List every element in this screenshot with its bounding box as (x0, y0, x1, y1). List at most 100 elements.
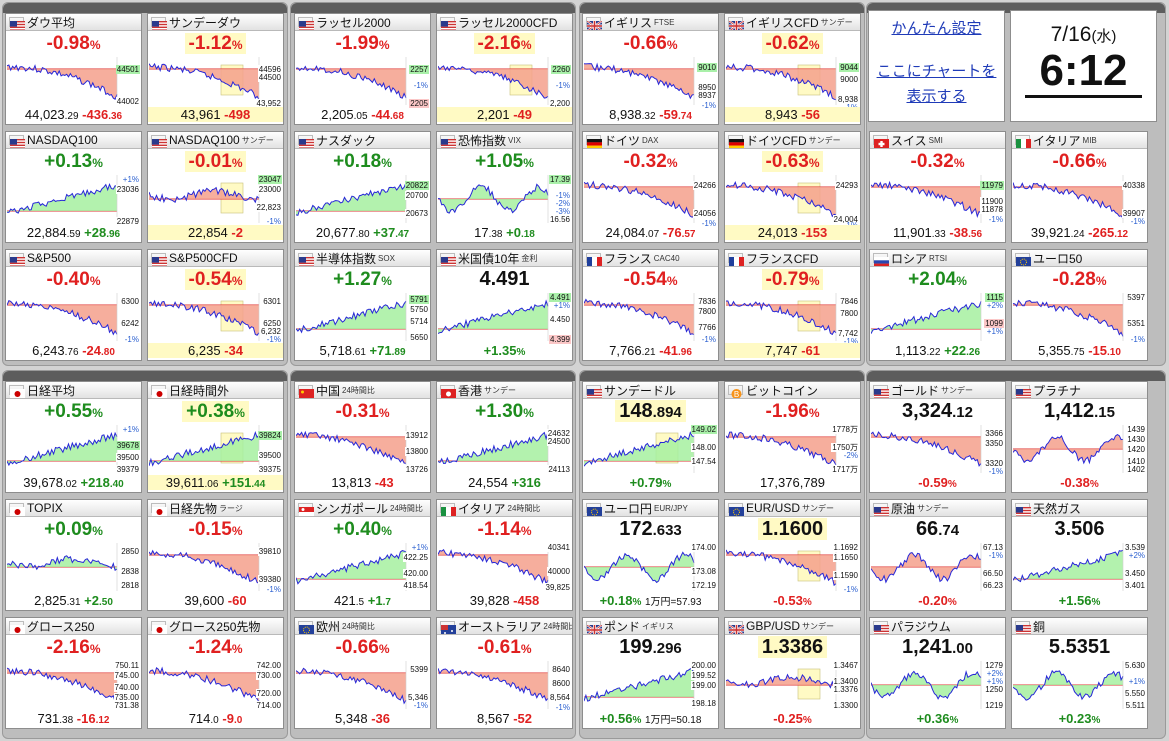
card-header: プラチナ (1012, 382, 1147, 399)
market-card[interactable]: サンデードル 148.894 149.02 148.00 147.54 +0.79% (582, 381, 719, 493)
it-flag-icon (1015, 135, 1031, 148)
show-chart-link-line1[interactable]: ここにチャートを (876, 63, 997, 80)
axis-label: +2% (986, 669, 1003, 678)
chart-area: 1.3467 1.3400 1.3376 1.3300 (725, 661, 860, 710)
price-chart (437, 661, 549, 709)
price-footer: 39,828 -458 (469, 593, 540, 608)
market-card[interactable]: イタリア 24時間比 -1.14% 40341 40000 39,825 39,828 -4… (436, 499, 573, 611)
show-chart-link-line2[interactable]: 表示する (906, 88, 967, 105)
card-header: イギリス FTSE (583, 14, 718, 31)
market-card[interactable]: 香港 サンデー +1.30% 24632 24500 24113 24,554 +316 (436, 381, 573, 493)
market-card[interactable]: スイス SMI -0.32% 11979 11900 11878 -1% 11,901.33 … (869, 131, 1006, 243)
change-percent: +0.38% (148, 401, 283, 423)
market-card[interactable]: GBP/USD サンデー 1.3386 1.3467 1.3400 1.3376 1.330… (724, 617, 861, 729)
market-card[interactable]: 銅 5.5351 5.630 +1% 5.550 5.511 +0.23% (1011, 617, 1148, 729)
card-header: ユーロ50 (1012, 250, 1147, 267)
market-card[interactable]: S&P500CFD -0.54% 6301 6250 6,232 -1% 6,235 -34 (147, 249, 284, 361)
market-card[interactable]: 欧州 24時間比 -0.66% 5399 5,346 -1% 5,348 -36 (294, 617, 431, 729)
card-header: シンガポール 24時間比 (295, 500, 430, 517)
market-card[interactable]: グロース250 -2.16% 750.11 745.00 740.00 735.00 731… (5, 617, 142, 729)
axis-label: 13800 (404, 447, 429, 456)
axis-label: 5351 (1126, 319, 1146, 328)
market-name: プラチナ (1033, 383, 1082, 398)
axis-label: 2257 (409, 65, 429, 74)
market-card[interactable]: フランスCFD -0.79% 7846 7800 7,742 -1% 7,747 -61 (724, 249, 861, 361)
market-card[interactable]: 半導体指数 SOX +1.27% 5791 5750 5714 5650 5,718.61 +… (294, 249, 431, 361)
card-header: パラジウム (870, 618, 1005, 635)
chart-area: 5397 5351 -1% (1012, 293, 1147, 344)
jp-flag-icon (151, 503, 167, 516)
market-card[interactable]: 米国債10年 金利 4.491 4.491 +1% 4.450 4.399 +1.35% (436, 249, 573, 361)
change-footer: -0.25% (773, 711, 812, 726)
market-card[interactable]: シンガポール 24時間比 +0.40% +1% 422.25 420.00 418.54 42… (294, 499, 431, 611)
price-footer: 39,921.24 -265.12 (1030, 225, 1129, 240)
easy-settings-link[interactable]: かんたん設定 (891, 20, 982, 37)
market-card[interactable]: 日経時間外 +0.38% 39824 39500 39375 39,611.06 +151… (147, 381, 284, 493)
jp-flag-icon (9, 385, 25, 398)
market-card[interactable]: パラジウム 1,241.00 1279 +2% +1% 1250 1219 +0.36% (869, 617, 1006, 729)
market-card[interactable]: ナスダック +0.18% 20822 20700 20673 20,677.80 +37.… (294, 131, 431, 243)
card-header: 中国 24時間比 (295, 382, 430, 399)
market-card[interactable]: 恐怖指数 VIX +1.05% 17.39 -1% -2% -3% 16.56 17.38 +0… (436, 131, 573, 243)
change-percent: -0.32% (623, 151, 678, 172)
change-footer: -0.59% (918, 475, 957, 490)
market-card[interactable]: フランス CAC40 -0.54% 7836 7800 7766 -1% 7,766.21 -… (582, 249, 719, 361)
market-card[interactable]: S&P500 -0.40% 6300 6242 -1% 6,243.76 -24.80 (5, 249, 142, 361)
axis-label: 200.00 (690, 661, 717, 670)
market-card[interactable]: グロース250先物 -1.24% 742.00 730.00 720.00 714.00 7… (147, 617, 284, 729)
market-card[interactable]: オーストラリア24時間比 -0.61% 8640 8600 8,564-1% 8,567 … (436, 617, 573, 729)
market-card[interactable]: ユーロ円 EUR/JPY 172.633 174.00 173.08 172.19 +0.1… (582, 499, 719, 611)
market-card[interactable]: B ビットコイン -1.96% 1778万 1750万 -2% 1717万 17,376,78… (724, 381, 861, 493)
market-card[interactable]: 中国 24時間比 -0.31% 13912 13800 13726 13,813 -43 (294, 381, 431, 493)
axis-label: +2% (986, 301, 1003, 310)
us-flag-icon (1015, 503, 1031, 516)
market-card[interactable]: ゴールド サンデー 3,324.12 3366 3350 3320 -1% -0.59% (869, 381, 1006, 493)
chart-area: 2257 -1% 2205 (295, 57, 430, 108)
market-name: イタリア (1033, 133, 1081, 148)
price-chart (6, 293, 118, 341)
price-chart (437, 175, 549, 223)
market-card[interactable]: ドイツ DAX -0.32% 24266 24056 -1% 24,084.07 -76.5… (582, 131, 719, 243)
axis-label: 418.54 (402, 581, 429, 590)
chart-area: 1115 +2% 1099 +1% (870, 293, 1005, 341)
market-card[interactable]: 日経平均 +0.55% +1% 39678 39500 39379 39,678.02 +2… (5, 381, 142, 493)
axis-label: 9010 (697, 63, 717, 72)
market-card[interactable]: イギリス FTSE -0.66% 9010 8950 8937 -1% 8,938.32 -5… (582, 13, 719, 125)
axis-label: 44501 (115, 65, 140, 74)
market-card[interactable]: ポンド イギリス 199.296 200.00 199.52 199.00 198.18 +0… (582, 617, 719, 729)
chart-area: 2850 2838 2818 (6, 543, 141, 591)
market-card[interactable]: ロシア RTSI +2.04% 1115 +2% 1099 +1% 1,113.22 +22.… (869, 249, 1006, 361)
market-card[interactable]: 日経先物 ラージ -0.15% 39810 39380 -1% 39,600 -60 (147, 499, 284, 611)
de-flag-icon (586, 135, 602, 148)
axis-label: 39,825 (544, 583, 571, 592)
axis-label: +1% (122, 425, 139, 434)
axis-label: 735.00 (113, 693, 140, 702)
market-card[interactable]: ラッセル2000CFD -2.16% 2260 -1% 2,200 2,201 -49 (436, 13, 573, 125)
market-card[interactable]: ユーロ50 -0.28% 5397 5351 -1% 5,355.75 -15.10 (1011, 249, 1148, 361)
market-card[interactable]: イタリア MIB -0.66% 40338 39907 -1% 39,921.24 -265… (1011, 131, 1148, 243)
axis-label: 6,232 (259, 327, 282, 336)
card-header: ダウ平均 (6, 14, 141, 31)
market-card[interactable]: 天然ガス 3.506 3.539 +2% 3.450 3.401 +1.56% (1011, 499, 1148, 611)
price-chart (583, 293, 695, 341)
market-card[interactable]: 原油 サンデー 66.74 67.13 -1% 66.50 66.23 -0.20% (869, 499, 1006, 611)
market-card[interactable]: ラッセル2000 -1.99% 2257 -1% 2205 2,205.05 -44.68 (294, 13, 431, 125)
market-card[interactable]: ダウ平均 -0.98% 44501 44002 44,023.29 -436.36 (5, 13, 142, 125)
btc-flag-icon: B (728, 385, 743, 398)
market-subname: 24時間比 (543, 621, 572, 631)
market-card[interactable]: NASDAQ100 +0.13% +1% 23036 22879 22,884.59 +2… (5, 131, 142, 243)
market-name: イギリスCFD (746, 15, 819, 30)
market-card[interactable]: NASDAQ100 サンデー -0.01% 23047 23000 22,823 -1% 22… (147, 131, 284, 243)
chart-area: 200.00 199.52 199.00 198.18 (583, 661, 718, 709)
axis-label: 5750 (409, 305, 429, 314)
market-card[interactable]: TOPIX +0.09% 2850 2838 2818 2,825.31 +2.50 (5, 499, 142, 611)
market-card[interactable]: EUR/USD サンデー 1.1600 1.1692 1.1650 1.1590 -1% -0… (724, 499, 861, 611)
market-card[interactable]: プラチナ 1,412.15 1439 1430 1420 1410 1402 -0.38% (1011, 381, 1148, 493)
de-flag-icon (728, 135, 744, 148)
price-footer: 43,961 -498 (148, 107, 283, 122)
price-footer: 731.38 -16.12 (37, 711, 110, 726)
market-card[interactable]: サンデーダウ -1.12% 44596 44500 43,952 43,961 -498 (147, 13, 284, 125)
market-subname: サンデー (241, 135, 274, 145)
